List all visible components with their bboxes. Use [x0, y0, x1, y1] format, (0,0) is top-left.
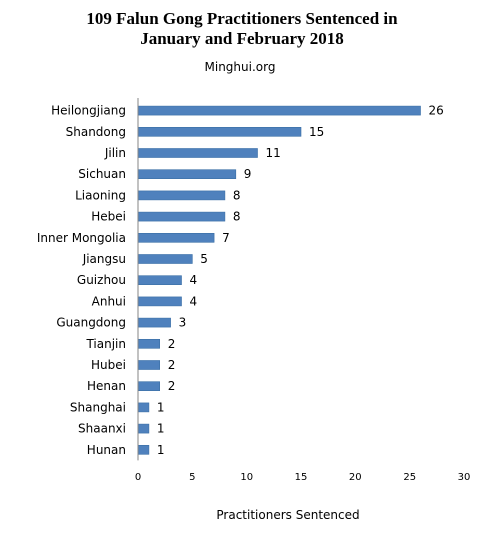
data-label-inner-mongolia: 7: [222, 231, 230, 245]
x-tick-label-0: 0: [135, 472, 141, 483]
bar-tianjin: [137, 338, 161, 349]
bar-anhui: [137, 296, 182, 307]
category-label-guangdong: Guangdong: [56, 316, 126, 330]
category-label-heilongjiang: Heilongjiang: [51, 104, 126, 118]
bar-shaanxi: [137, 423, 150, 434]
data-label-shanghai: 1: [157, 400, 165, 414]
x-tick-label-5: 5: [189, 472, 195, 483]
data-label-tianjin: 2: [168, 337, 176, 351]
data-label-henan: 2: [168, 379, 176, 393]
chart-subtitle: Minghui.org: [205, 60, 276, 74]
chart-title-line-2: January and February 2018: [140, 29, 344, 48]
data-label-shandong: 15: [309, 125, 324, 139]
data-label-hubei: 2: [168, 358, 176, 372]
data-label-jiangsu: 5: [200, 252, 208, 266]
x-tick-label-15: 15: [295, 472, 308, 483]
category-label-shaanxi: Shaanxi: [78, 422, 126, 436]
bar-inner-mongolia: [137, 233, 215, 243]
category-label-henan: Henan: [87, 379, 126, 393]
category-label-hunan: Hunan: [87, 443, 126, 457]
category-label-shanghai: Shanghai: [70, 400, 126, 414]
category-label-hubei: Hubei: [91, 358, 126, 372]
bar-jiangsu: [137, 254, 193, 264]
category-label-inner-mongolia: Inner Mongolia: [37, 231, 126, 245]
bar-jilin: [137, 148, 258, 158]
category-label-shandong: Shandong: [66, 125, 126, 139]
data-label-shaanxi: 1: [157, 422, 165, 436]
category-label-sichuan: Sichuan: [78, 167, 126, 181]
bar-heilongjiang: [137, 105, 421, 116]
data-label-hebei: 8: [233, 210, 241, 224]
bar-liaoning: [137, 190, 226, 201]
bar-henan: [137, 381, 161, 392]
category-label-liaoning: Liaoning: [75, 188, 126, 202]
chart-title-line-1: 109 Falun Gong Practitioners Sentenced i…: [86, 9, 398, 28]
data-label-guizhou: 4: [190, 273, 198, 287]
bar-guangdong: [137, 317, 171, 328]
bar-sichuan: [137, 169, 237, 179]
bar-shanghai: [137, 402, 150, 413]
data-label-anhui: 4: [190, 294, 198, 308]
category-label-jilin: Jilin: [104, 146, 126, 160]
data-label-liaoning: 8: [233, 188, 241, 202]
bar-hubei: [137, 360, 161, 370]
bar-shandong: [137, 127, 302, 137]
x-tick-label-20: 20: [349, 472, 362, 483]
bar-guizhou: [137, 275, 182, 286]
bar-hunan: [137, 444, 150, 455]
data-label-heilongjiang: 26: [429, 104, 444, 118]
data-label-guangdong: 3: [179, 316, 187, 330]
x-axis-label: Practitioners Sentenced: [216, 508, 359, 522]
category-label-anhui: Anhui: [92, 294, 126, 308]
x-tick-label-30: 30: [458, 472, 471, 483]
x-tick-label-10: 10: [240, 472, 253, 483]
x-tick-label-25: 25: [403, 472, 416, 483]
data-label-sichuan: 9: [244, 167, 252, 181]
category-label-jiangsu: Jiangsu: [82, 252, 126, 266]
bar-hebei: [137, 211, 226, 222]
category-label-guizhou: Guizhou: [77, 273, 126, 287]
data-label-hunan: 1: [157, 443, 165, 457]
category-label-hebei: Hebei: [91, 210, 126, 224]
category-label-tianjin: Tianjin: [85, 337, 126, 351]
data-label-jilin: 11: [266, 146, 281, 160]
